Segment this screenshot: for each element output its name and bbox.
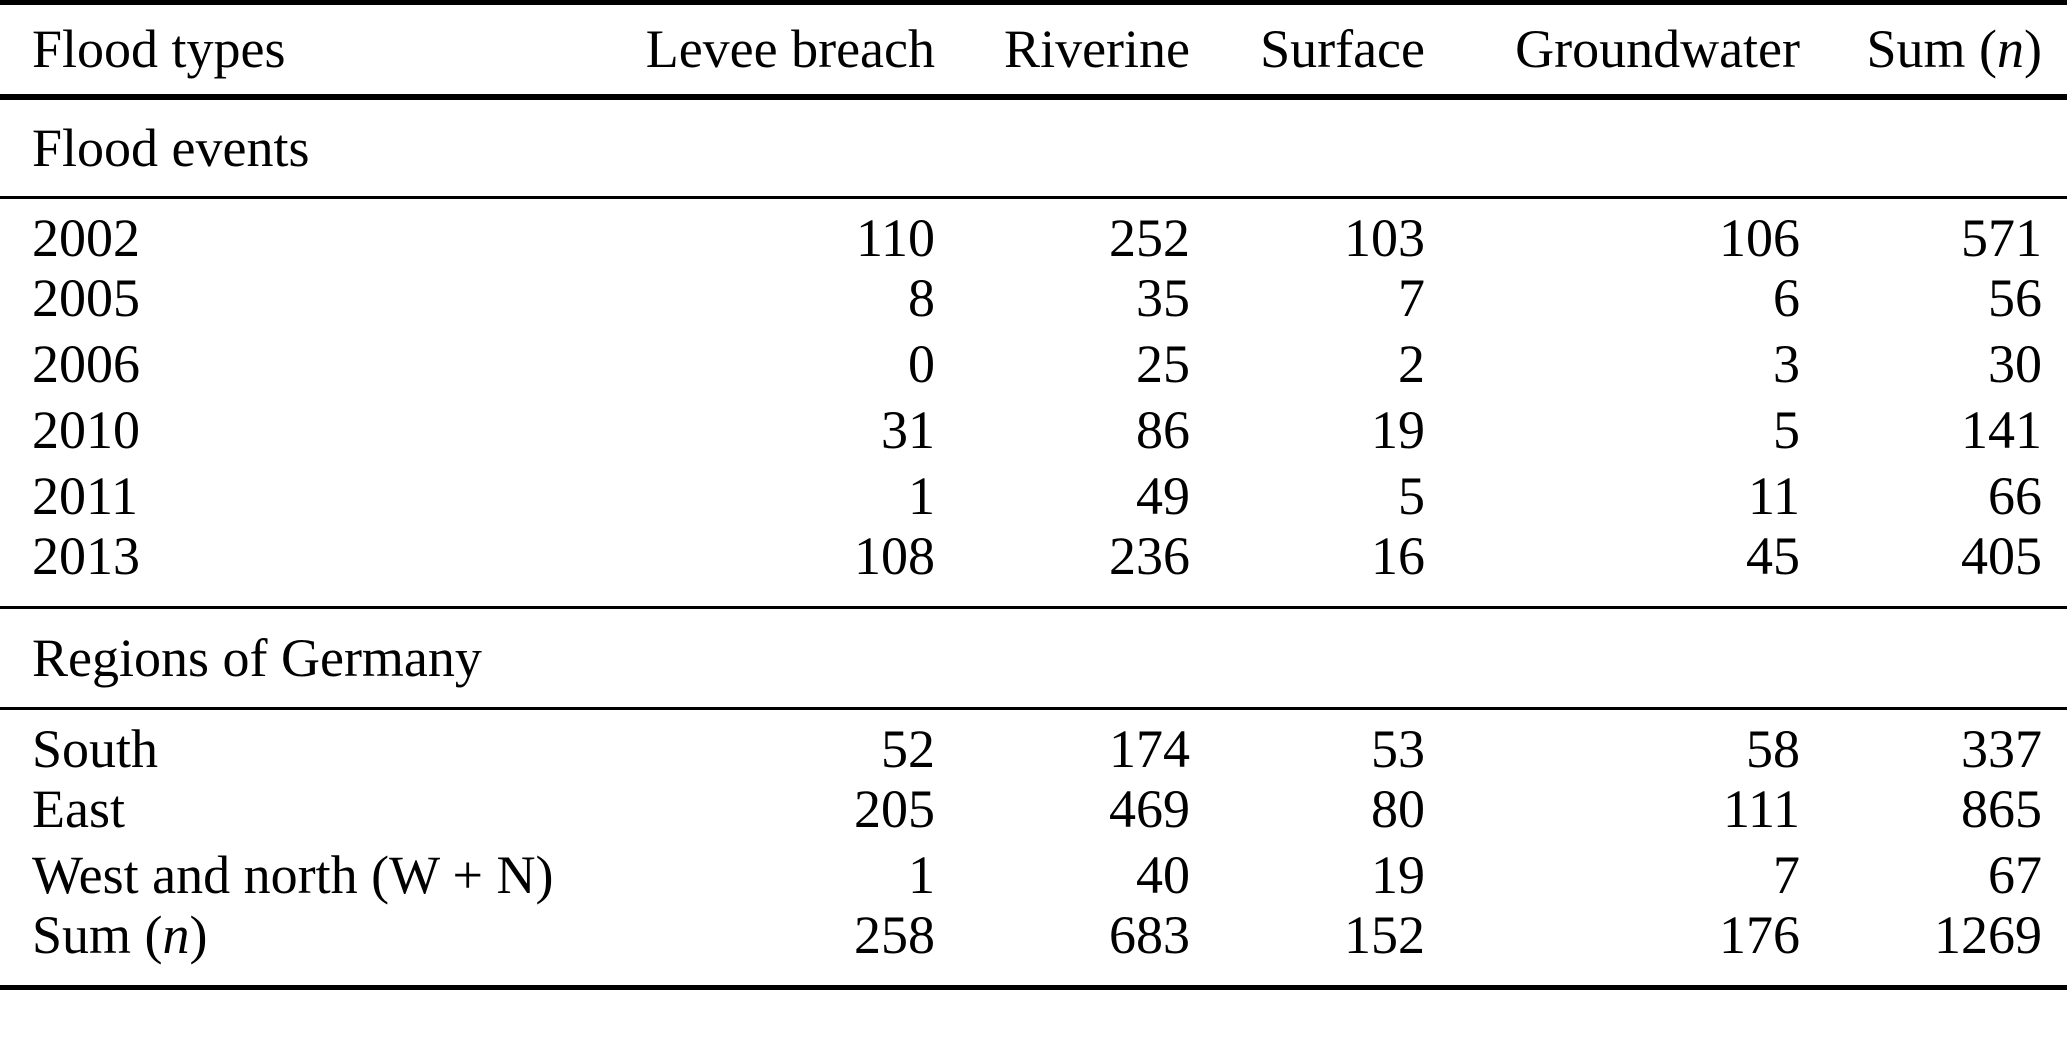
cell-value: 25 <box>1136 334 1190 394</box>
sum-header-prefix: Sum ( <box>1866 19 1998 80</box>
row-label-sum: Sum (n) <box>0 908 620 988</box>
cell-value: 45 <box>1746 529 1800 586</box>
cell-value: 405 <box>1961 529 2042 586</box>
table-row-2006: 2006 0 25 2 3 30 <box>0 331 2067 397</box>
cell-value: 1269 <box>1934 908 2042 965</box>
flood-types-table: Flood types Levee breach Riverine Surfac… <box>0 0 2067 990</box>
cell-value: 683 <box>1109 908 1190 965</box>
table-row-2002: 2002 110 252 103 106 571 <box>0 198 2067 266</box>
cell-value: 40 <box>1136 845 1190 905</box>
cell-value: 5 <box>1773 400 1800 460</box>
row-label: East <box>32 779 125 839</box>
table-row-2005: 2005 8 35 7 6 56 <box>0 265 2067 331</box>
cell-value: 52 <box>881 719 935 776</box>
row-label: 2011 <box>32 466 138 526</box>
cell-value: 8 <box>908 268 935 328</box>
cell-value: 337 <box>1961 719 2042 776</box>
cell-value: 3 <box>1773 334 1800 394</box>
cell-value: 67 <box>1988 845 2042 905</box>
column-header-surface: Surface <box>1190 2 1425 100</box>
cell-value: 0 <box>908 334 935 394</box>
cell-value: 16 <box>1371 529 1425 586</box>
row-label: 2005 <box>32 268 140 328</box>
column-header-riverine: Riverine <box>935 2 1190 100</box>
cell-value: 7 <box>1398 268 1425 328</box>
cell-value: 106 <box>1719 208 1800 265</box>
cell-value: 205 <box>854 779 935 839</box>
cell-value: 7 <box>1773 845 1800 905</box>
table-row-south: South 52 174 53 58 337 <box>0 709 2067 777</box>
column-header-levee-breach: Levee breach <box>620 2 935 100</box>
cell-value: 469 <box>1109 779 1190 839</box>
cell-value: 176 <box>1719 908 1800 965</box>
cell-value: 31 <box>881 400 935 460</box>
cell-value: 49 <box>1136 466 1190 526</box>
cell-value: 110 <box>856 208 935 265</box>
row-label: 2010 <box>32 400 140 460</box>
cell-value: 66 <box>1988 466 2042 526</box>
sum-label-variable-n: n <box>162 908 190 965</box>
cell-value: 2 <box>1398 334 1425 394</box>
table-row-east: East 205 469 80 111 865 <box>0 776 2067 842</box>
table-row-2011: 2011 1 49 5 11 66 <box>0 463 2067 529</box>
cell-value: 252 <box>1109 208 1190 265</box>
row-label: South <box>32 719 159 776</box>
row-label: West and north (W + N) <box>32 845 554 905</box>
table-header-row: Flood types Levee breach Riverine Surfac… <box>0 2 2067 100</box>
section-title: Flood events <box>0 96 2067 199</box>
cell-value: 258 <box>854 908 935 965</box>
cell-value: 30 <box>1988 334 2042 394</box>
cell-value: 1 <box>908 845 935 905</box>
table-row-2013: 2013 108 236 16 45 405 <box>0 529 2067 608</box>
table-row-sum: Sum (n) 258 683 152 176 1269 <box>0 908 2067 988</box>
section-row-flood-events: Flood events <box>0 96 2067 199</box>
section-row-regions-of-germany: Regions of Germany <box>0 606 2067 710</box>
cell-value: 80 <box>1371 779 1425 839</box>
cell-value: 571 <box>1961 208 2042 265</box>
cell-value: 11 <box>1748 466 1800 526</box>
cell-value: 56 <box>1988 268 2042 328</box>
cell-value: 108 <box>854 529 935 586</box>
cell-value: 103 <box>1344 208 1425 265</box>
row-label: 2002 <box>32 208 140 265</box>
column-header-sum: Sum (n) <box>1800 2 2067 100</box>
cell-value: 35 <box>1136 268 1190 328</box>
cell-value: 86 <box>1136 400 1190 460</box>
sum-label-suffix: ) <box>189 908 208 965</box>
cell-value: 236 <box>1109 529 1190 586</box>
row-label: 2006 <box>32 334 140 394</box>
cell-value: 141 <box>1961 400 2042 460</box>
cell-value: 53 <box>1371 719 1425 776</box>
table-row-west-and-north: West and north (W + N) 1 40 19 7 67 <box>0 842 2067 908</box>
sum-label-prefix: Sum ( <box>32 908 163 965</box>
sum-header-variable-n: n <box>1997 19 2025 80</box>
column-header-groundwater: Groundwater <box>1425 2 1800 100</box>
cell-value: 174 <box>1109 719 1190 776</box>
cell-value: 58 <box>1746 719 1800 776</box>
row-label: 2013 <box>32 529 140 586</box>
cell-value: 19 <box>1371 400 1425 460</box>
cell-value: 6 <box>1773 268 1800 328</box>
cell-value: 19 <box>1371 845 1425 905</box>
cell-value: 152 <box>1344 908 1425 965</box>
sum-header-suffix: ) <box>2024 19 2042 80</box>
table-row-2010: 2010 31 86 19 5 141 <box>0 397 2067 463</box>
cell-value: 111 <box>1723 779 1800 839</box>
cell-value: 865 <box>1961 779 2042 839</box>
cell-value: 5 <box>1398 466 1425 526</box>
section-title: Regions of Germany <box>0 606 2067 710</box>
column-header-flood-types: Flood types <box>0 2 620 100</box>
cell-value: 1 <box>908 466 935 526</box>
